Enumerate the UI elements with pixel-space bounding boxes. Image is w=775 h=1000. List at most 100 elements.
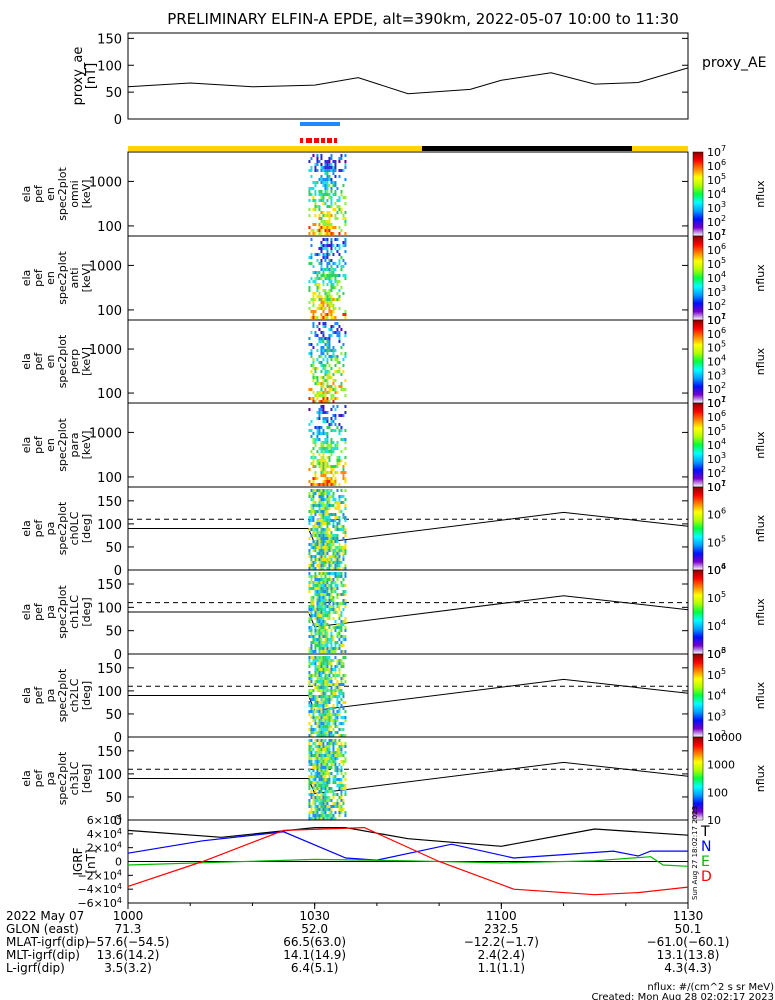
flux-pixel bbox=[316, 581, 319, 584]
flux-pixel bbox=[334, 408, 337, 411]
flux-pixel bbox=[312, 367, 315, 370]
flux-pixel bbox=[334, 757, 337, 760]
flux-pixel bbox=[324, 438, 327, 441]
flux-pixel bbox=[338, 483, 341, 486]
flux-pixel bbox=[334, 268, 337, 271]
flux-pixel bbox=[312, 796, 315, 799]
flux-pixel bbox=[312, 584, 315, 587]
flux-pixel bbox=[326, 238, 329, 241]
flux-pixel bbox=[320, 647, 323, 650]
flux-pixel bbox=[320, 811, 323, 814]
flux-pixel bbox=[314, 799, 317, 802]
flux-pixel bbox=[328, 680, 331, 683]
flux-pixel bbox=[316, 510, 319, 513]
flux-pixel bbox=[326, 665, 329, 668]
flux-pixel bbox=[320, 552, 323, 555]
y-tick-mantissa: 6×10 bbox=[87, 814, 117, 827]
flux-pixel bbox=[342, 644, 345, 647]
flux-pixel bbox=[340, 683, 343, 686]
flux-pixel bbox=[324, 722, 327, 725]
flux-pixel bbox=[310, 635, 313, 638]
flux-pixel bbox=[312, 373, 315, 376]
y-tick-label: 1000 bbox=[89, 426, 122, 441]
flux-pixel bbox=[320, 540, 323, 543]
y-axis-label: proxy_ae[nT] bbox=[71, 47, 99, 106]
flux-pixel bbox=[314, 766, 317, 769]
flux-pixel bbox=[342, 722, 345, 725]
flux-pixel bbox=[330, 734, 333, 737]
flux-pixel bbox=[322, 211, 325, 214]
flux-pixel bbox=[318, 775, 321, 778]
flux-pixel bbox=[328, 814, 331, 817]
panel-y-label: elapefpaspec2plotch3LC[deg] bbox=[20, 751, 93, 805]
flux-pixel bbox=[340, 781, 343, 784]
flux-pixel bbox=[308, 739, 311, 742]
flux-pixel bbox=[314, 680, 317, 683]
flux-pixel bbox=[318, 814, 321, 817]
flux-pixel bbox=[322, 656, 325, 659]
flux-pixel bbox=[318, 262, 321, 265]
flux-pixel bbox=[314, 208, 317, 211]
flux-pixel bbox=[338, 546, 341, 549]
y-tick-label: 100 bbox=[97, 220, 122, 235]
flux-pixel bbox=[326, 277, 329, 280]
flux-pixel bbox=[338, 626, 341, 629]
flux-pixel bbox=[308, 728, 311, 731]
flux-pixel bbox=[308, 575, 311, 578]
flux-pixel bbox=[320, 662, 323, 665]
flux-pixel bbox=[328, 364, 331, 367]
flux-pixel bbox=[328, 220, 331, 223]
flux-pixel bbox=[332, 193, 335, 196]
flux-pixel bbox=[344, 716, 347, 719]
spectrogram-panel: elapefenspec2plotomni[keV]10001001071061… bbox=[20, 144, 767, 243]
flux-pixel bbox=[336, 534, 339, 537]
flux-pixel bbox=[340, 635, 343, 638]
flux-pixel bbox=[322, 778, 325, 781]
x-tick-value: 1030 bbox=[299, 909, 330, 923]
flux-pixel bbox=[320, 370, 323, 373]
flux-pixel bbox=[344, 244, 347, 247]
flux-pixel bbox=[316, 775, 319, 778]
flux-pixel bbox=[314, 665, 317, 668]
flux-pixel bbox=[308, 543, 311, 546]
flux-pixel bbox=[330, 772, 333, 775]
flux-pixel bbox=[330, 450, 333, 453]
flux-pixel bbox=[324, 754, 327, 757]
flux-pixel bbox=[330, 295, 333, 298]
flux-pixel bbox=[320, 522, 323, 525]
flux-pixel bbox=[316, 710, 319, 713]
flux-pixel bbox=[342, 549, 345, 552]
flux-pixel bbox=[318, 382, 321, 385]
flux-pixel bbox=[328, 817, 331, 820]
flux-pixel bbox=[330, 397, 333, 400]
flux-pixel bbox=[328, 748, 331, 751]
flux-pixel bbox=[308, 343, 311, 346]
flux-pixel bbox=[332, 450, 335, 453]
flux-pixel bbox=[308, 611, 311, 614]
flux-pixel bbox=[332, 304, 335, 307]
flux-pixel bbox=[326, 241, 329, 244]
flux-pixel bbox=[326, 689, 329, 692]
flux-pixel bbox=[328, 268, 331, 271]
flux-pixel bbox=[336, 522, 339, 525]
spectrogram-panel: elapefpaspec2plotch2LC[deg]1501005001061… bbox=[20, 646, 767, 746]
flux-pixel bbox=[330, 259, 333, 262]
flux-pixel bbox=[342, 537, 345, 540]
flux-pixel bbox=[322, 578, 325, 581]
flux-pixel bbox=[316, 701, 319, 704]
flux-pixel bbox=[330, 247, 333, 250]
flux-pixel bbox=[342, 707, 345, 710]
flux-pixel bbox=[318, 459, 321, 462]
flux-pixel bbox=[314, 166, 317, 169]
colorbar-tick-exponent: 6 bbox=[721, 242, 726, 251]
flux-pixel bbox=[340, 784, 343, 787]
flux-pixel bbox=[316, 769, 319, 772]
x-tick-value: 1000 bbox=[113, 909, 144, 923]
flux-pixel bbox=[310, 644, 313, 647]
flux-pixel bbox=[334, 575, 337, 578]
flux-pixel bbox=[316, 376, 319, 379]
flux-pixel bbox=[308, 352, 311, 355]
flux-pixel bbox=[342, 477, 345, 480]
flux-pixel bbox=[316, 716, 319, 719]
flux-pixel bbox=[322, 766, 325, 769]
